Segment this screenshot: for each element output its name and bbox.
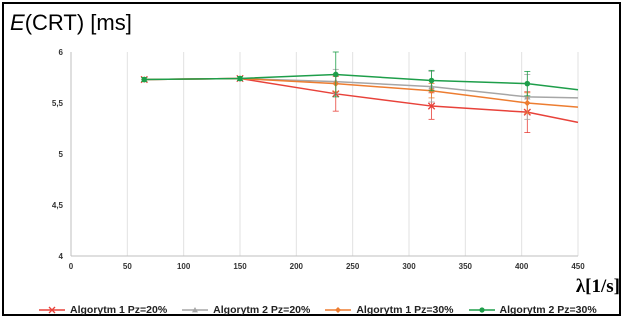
x-tick-label: 250	[346, 262, 360, 271]
legend-label: Algorytm 1 Pz=20%	[70, 304, 168, 316]
legend-label: Algorytm 1 Pz=30%	[356, 304, 454, 316]
legend-item: Algorytm 2 Pz=30%	[468, 304, 597, 316]
legend-swatch	[325, 307, 352, 313]
legend-item: Algorytm 2 Pz=20%	[181, 304, 310, 316]
marker-stroke	[48, 306, 56, 314]
x-axis-label: λ[1/s]	[576, 276, 620, 297]
title-text: (CRT) [ms]	[24, 10, 132, 35]
marker-diamond	[335, 307, 342, 313]
y-tick-label: 4,5	[52, 201, 64, 210]
marker-circle	[332, 71, 339, 78]
marker-triangle	[192, 307, 199, 313]
legend-label: Algorytm 2 Pz=20%	[213, 304, 311, 316]
marker-circle	[478, 307, 485, 313]
marker-circle	[524, 80, 531, 87]
x-tick-label: 200	[290, 262, 304, 271]
x-tick-label: 450	[571, 262, 585, 271]
x-tick-label: 0	[69, 262, 74, 271]
legend-swatch	[182, 307, 209, 313]
legend-swatch	[39, 306, 65, 314]
marker-x	[427, 102, 436, 110]
series-group	[140, 74, 579, 133]
y-tick-label: 6	[59, 48, 64, 57]
y-tick-label: 5	[59, 150, 64, 159]
x-tick-label: 300	[402, 262, 416, 271]
x-tick-label: 150	[233, 262, 247, 271]
x-tick-label: 100	[177, 262, 191, 271]
marker-circle	[237, 75, 243, 82]
marker-circle	[141, 76, 148, 83]
y-tick-label: 4	[59, 252, 64, 261]
marker-diamond	[524, 99, 531, 107]
chart-legend: Algorytm 1 Pz=20% Algorytm 2 Pz=20% Algory…	[38, 303, 597, 317]
marker-x	[48, 306, 56, 314]
x-tick-label: 400	[515, 262, 529, 271]
x-tick-label: 350	[459, 262, 473, 271]
chart-title: E(CRT) [ms]	[10, 10, 132, 36]
legend-label: Algorytm 2 Pz=30%	[499, 304, 597, 316]
series-group	[141, 75, 579, 114]
legend-item: Algorytm 1 Pz=30%	[324, 304, 454, 316]
series-line	[144, 73, 579, 91]
series-line	[144, 77, 579, 99]
series-group	[141, 51, 579, 98]
x-tick-label: 50	[123, 262, 132, 271]
y-tick-label: 5,5	[52, 99, 64, 108]
legend-swatch	[468, 307, 495, 313]
marker-circle	[428, 77, 435, 84]
title-symbol: E	[10, 10, 25, 35]
chart-frame	[2, 2, 621, 316]
legend-item: Algorytm 1 Pz=20%	[38, 304, 167, 316]
marker-stroke	[427, 102, 436, 110]
